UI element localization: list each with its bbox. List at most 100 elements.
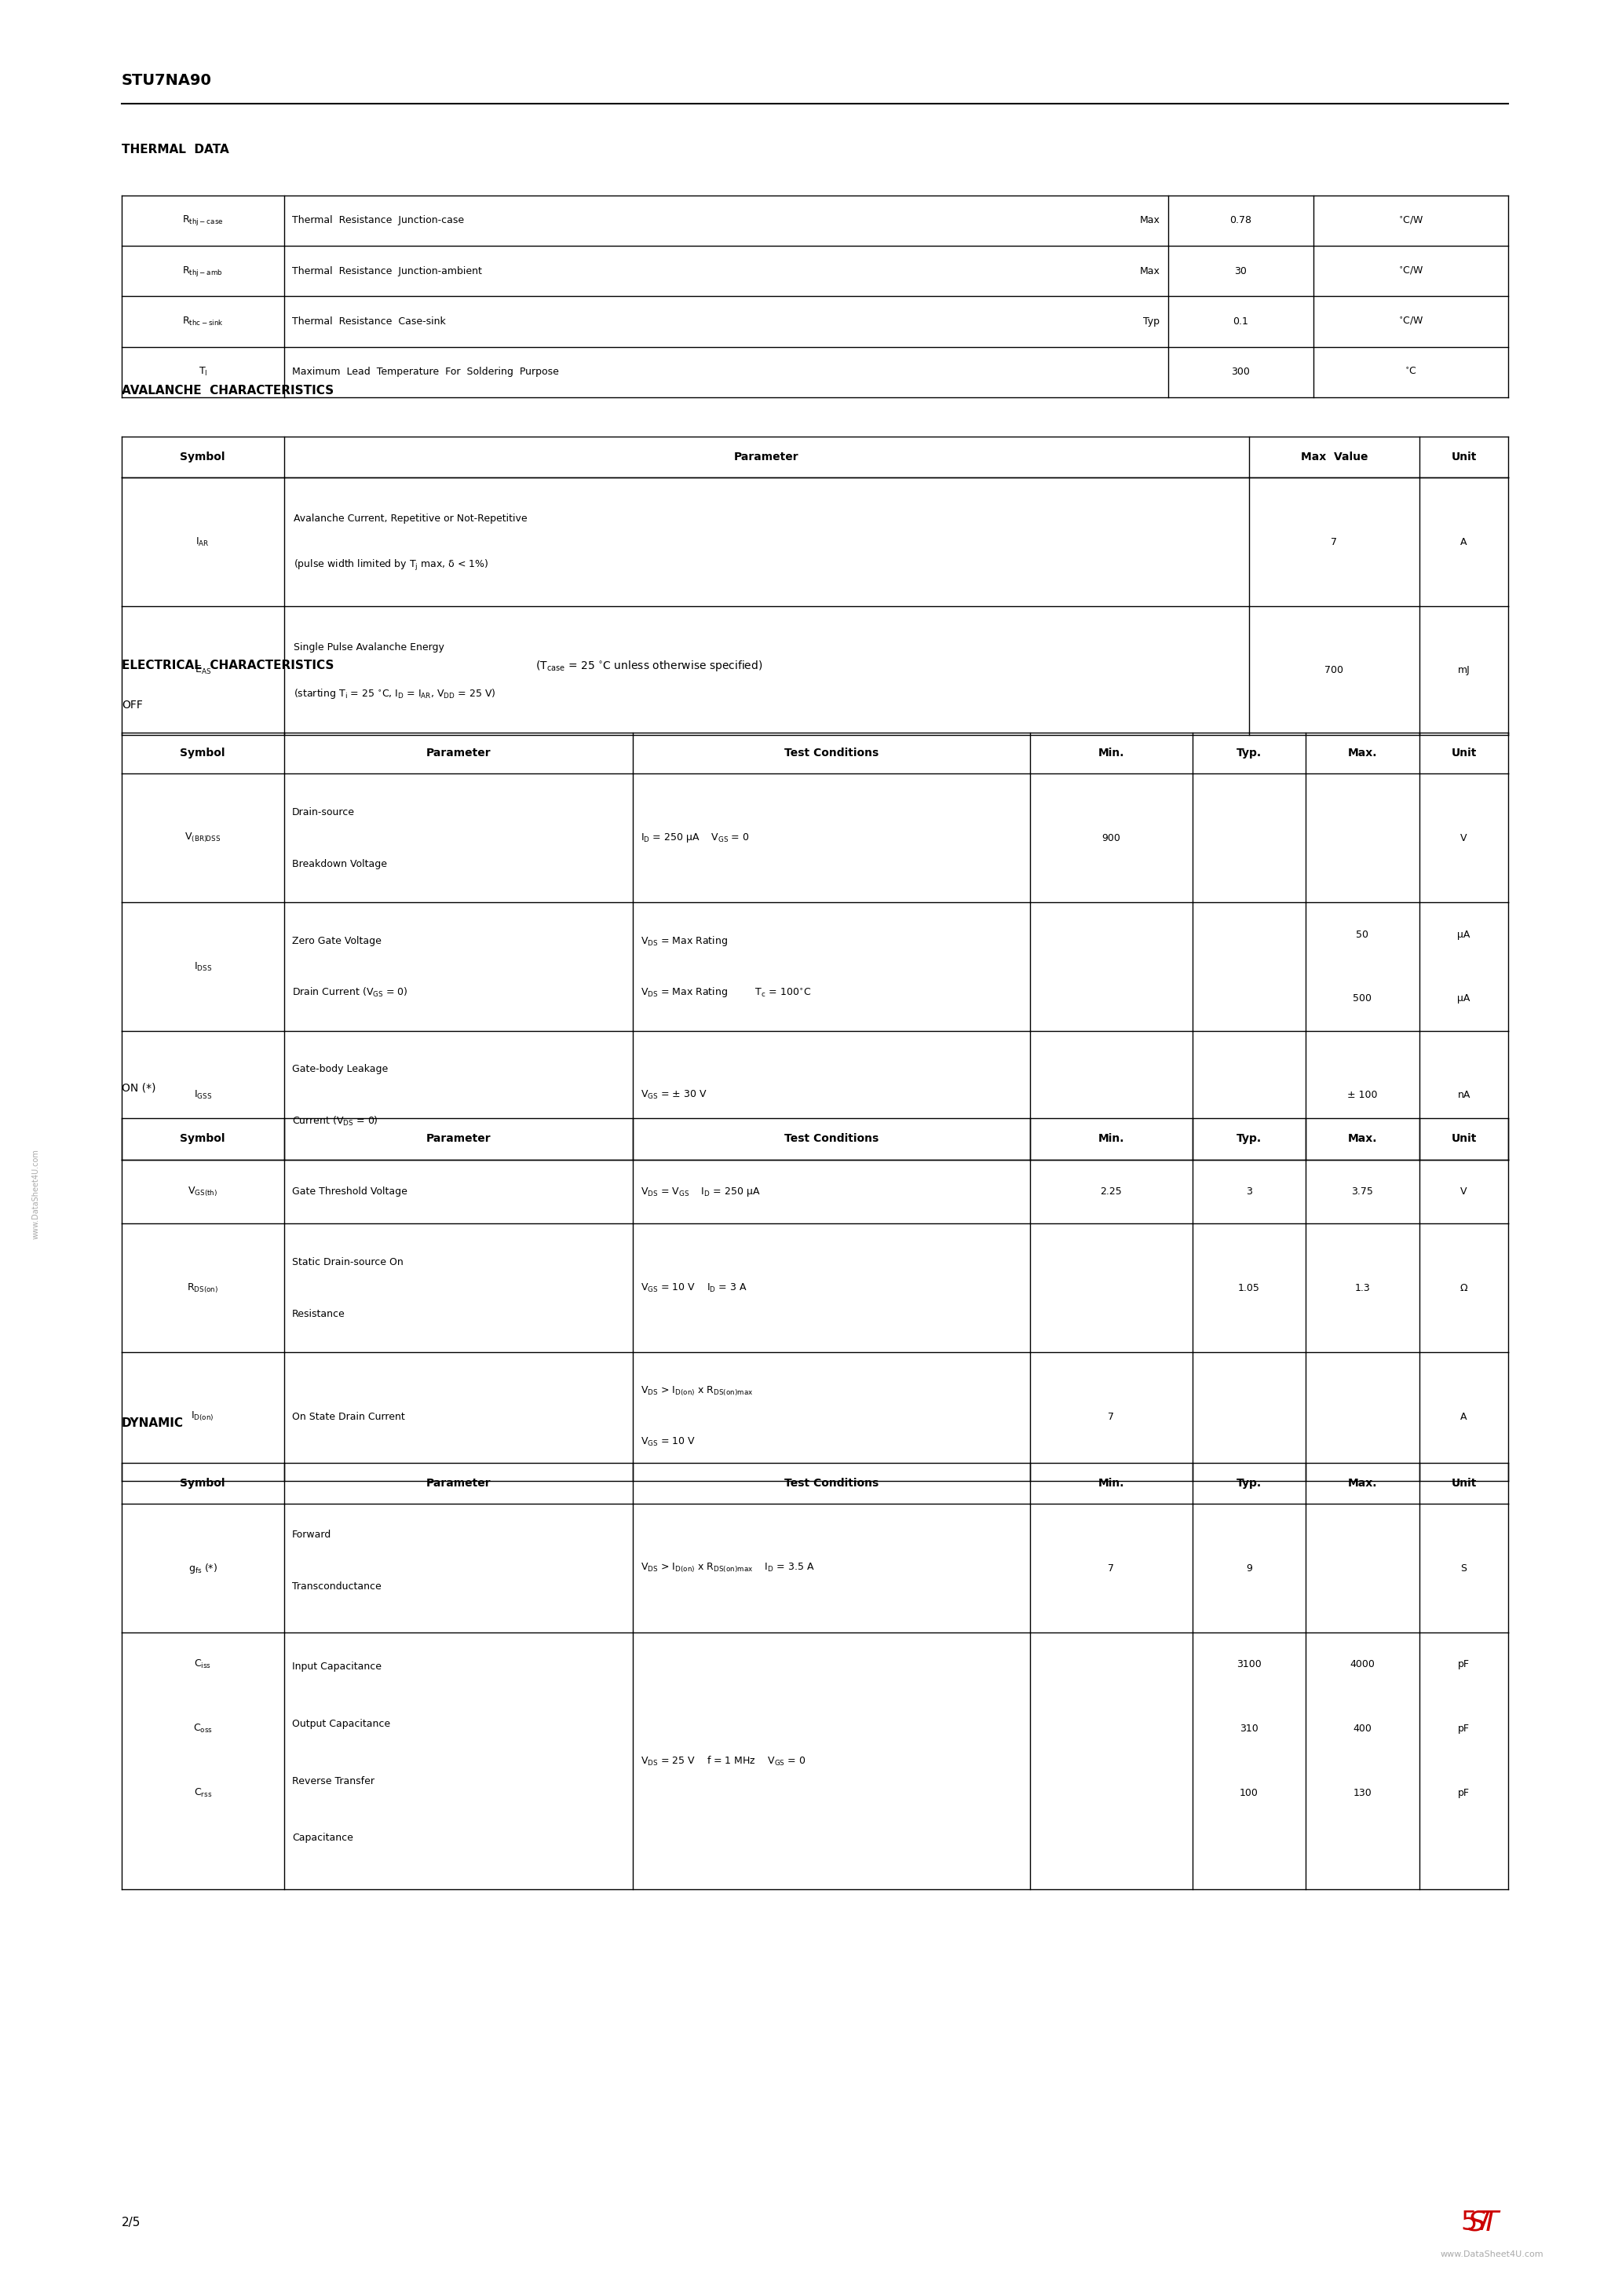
- Text: $^{\circ}$C/W: $^{\circ}$C/W: [1398, 317, 1424, 326]
- Text: AVALANCHE  CHARACTERISTICS: AVALANCHE CHARACTERISTICS: [122, 383, 334, 397]
- Text: C$_{\mathrm{rss}}$: C$_{\mathrm{rss}}$: [193, 1786, 212, 1800]
- Text: ON (*): ON (*): [122, 1084, 156, 1093]
- Text: Breakdown Voltage: Breakdown Voltage: [292, 859, 388, 868]
- Text: V$_{\mathrm{(BR)DSS}}$: V$_{\mathrm{(BR)DSS}}$: [185, 831, 221, 845]
- Text: www.DataSheet4U.com: www.DataSheet4U.com: [32, 1148, 39, 1240]
- Text: Symbol: Symbol: [180, 748, 225, 758]
- Text: 9: 9: [1246, 1564, 1252, 1573]
- Text: 3.75: 3.75: [1351, 1187, 1374, 1196]
- Text: E$_{\mathrm{AS}}$: E$_{\mathrm{AS}}$: [195, 664, 211, 677]
- Text: 900: 900: [1101, 833, 1121, 843]
- Text: C$_{\mathrm{oss}}$: C$_{\mathrm{oss}}$: [193, 1722, 212, 1736]
- Text: 3: 3: [1246, 1187, 1252, 1196]
- Text: Parameter: Parameter: [427, 1134, 490, 1143]
- Text: Max.: Max.: [1348, 1134, 1377, 1143]
- Text: Reverse Transfer: Reverse Transfer: [292, 1775, 375, 1786]
- Text: V$_{\mathrm{DS}}$ = V$_{\mathrm{GS}}$    I$_{\mathrm{D}}$ = 250 μA: V$_{\mathrm{DS}}$ = V$_{\mathrm{GS}}$ I$…: [641, 1185, 761, 1199]
- Text: Drain Current (V$_{\mathrm{GS}}$ = 0): Drain Current (V$_{\mathrm{GS}}$ = 0): [292, 985, 407, 999]
- Text: 300: 300: [1231, 367, 1251, 377]
- Text: Symbol: Symbol: [180, 1134, 225, 1143]
- Text: 7: 7: [1108, 1564, 1114, 1573]
- Text: Output Capacitance: Output Capacitance: [292, 1720, 391, 1729]
- Text: 1.05: 1.05: [1238, 1283, 1260, 1293]
- Text: I$_{\mathrm{GSS}}$: I$_{\mathrm{GSS}}$: [193, 1088, 212, 1102]
- Text: V$_{\mathrm{DS}}$ > I$_{\mathrm{D(on)}}$ x R$_{\mathrm{DS(on)max}}$: V$_{\mathrm{DS}}$ > I$_{\mathrm{D(on)}}$…: [641, 1384, 753, 1398]
- Text: V$_{\mathrm{DS}}$ = Max Rating: V$_{\mathrm{DS}}$ = Max Rating: [641, 934, 728, 948]
- Text: Maximum  Lead  Temperature  For  Soldering  Purpose: Maximum Lead Temperature For Soldering P…: [292, 367, 560, 377]
- Text: Resistance: Resistance: [292, 1309, 345, 1318]
- Text: 50: 50: [1356, 930, 1369, 939]
- Text: V: V: [1460, 1187, 1468, 1196]
- Text: μA: μA: [1458, 930, 1470, 939]
- Text: V$_{\mathrm{DS}}$ > I$_{\mathrm{D(on)}}$ x R$_{\mathrm{DS(on)max}}$    I$_{\math: V$_{\mathrm{DS}}$ > I$_{\mathrm{D(on)}}$…: [641, 1561, 814, 1575]
- Text: 4000: 4000: [1350, 1660, 1375, 1669]
- Text: Ω: Ω: [1460, 1283, 1468, 1293]
- Text: nA: nA: [1458, 1091, 1470, 1100]
- Text: Test Conditions: Test Conditions: [783, 1134, 879, 1143]
- Text: Test Conditions: Test Conditions: [783, 748, 879, 758]
- Text: I$_{\mathrm{D(on)}}$: I$_{\mathrm{D(on)}}$: [191, 1410, 214, 1424]
- Text: Capacitance: Capacitance: [292, 1832, 354, 1844]
- Text: Parameter: Parameter: [735, 452, 798, 461]
- Text: V$_{\mathrm{GS(th)}}$: V$_{\mathrm{GS(th)}}$: [188, 1185, 217, 1199]
- Text: ± 100: ± 100: [1348, 1091, 1377, 1100]
- Text: V$_{\mathrm{GS}}$ = 10 V    I$_{\mathrm{D}}$ = 3 A: V$_{\mathrm{GS}}$ = 10 V I$_{\mathrm{D}}…: [641, 1281, 748, 1295]
- Text: Zero Gate Voltage: Zero Gate Voltage: [292, 937, 381, 946]
- Text: $\it{S\!T}$: $\it{S\!T}$: [1466, 2209, 1502, 2236]
- Text: 2/5: 2/5: [122, 2216, 141, 2229]
- Text: 310: 310: [1239, 1724, 1259, 1733]
- Text: Min.: Min.: [1098, 1479, 1124, 1488]
- Text: (T$_{\mathrm{case}}$ = 25 $^{\circ}$C unless otherwise specified): (T$_{\mathrm{case}}$ = 25 $^{\circ}$C un…: [535, 659, 762, 673]
- Text: Max.: Max.: [1348, 748, 1377, 758]
- Text: 0.78: 0.78: [1229, 216, 1252, 225]
- Text: (pulse width limited by T$_{\mathrm{j}}$ max, δ < 1%): (pulse width limited by T$_{\mathrm{j}}$…: [294, 558, 488, 572]
- Text: 30: 30: [1234, 266, 1247, 276]
- Text: Unit: Unit: [1452, 748, 1476, 758]
- Text: ELECTRICAL  CHARACTERISTICS: ELECTRICAL CHARACTERISTICS: [122, 659, 334, 673]
- Text: Thermal  Resistance  Junction-case: Thermal Resistance Junction-case: [292, 216, 464, 225]
- Text: $\mathbf{\mathit{57}}$: $\mathbf{\mathit{57}}$: [1461, 2209, 1491, 2236]
- Text: 7: 7: [1332, 537, 1337, 546]
- Text: A: A: [1460, 537, 1468, 546]
- Text: Unit: Unit: [1452, 1134, 1476, 1143]
- Text: STU7NA90: STU7NA90: [122, 73, 212, 87]
- Text: 100: 100: [1239, 1789, 1259, 1798]
- Text: mJ: mJ: [1458, 666, 1470, 675]
- Text: Typ.: Typ.: [1236, 1479, 1262, 1488]
- Text: Symbol: Symbol: [180, 452, 225, 461]
- Text: 0.1: 0.1: [1233, 317, 1249, 326]
- Text: Unit: Unit: [1452, 452, 1476, 461]
- Text: Max: Max: [1139, 266, 1160, 276]
- Text: $^{\circ}$C/W: $^{\circ}$C/W: [1398, 216, 1424, 225]
- Text: Forward: Forward: [292, 1529, 331, 1541]
- Text: 400: 400: [1353, 1724, 1372, 1733]
- Text: Gate-body Leakage: Gate-body Leakage: [292, 1065, 388, 1075]
- Text: Unit: Unit: [1452, 1479, 1476, 1488]
- Text: R$_{\mathrm{thc-sink}}$: R$_{\mathrm{thc-sink}}$: [182, 315, 224, 328]
- Text: 1.3: 1.3: [1354, 1283, 1371, 1293]
- Text: V$_{\mathrm{GS}}$ = 10 V: V$_{\mathrm{GS}}$ = 10 V: [641, 1437, 696, 1449]
- Text: Drain-source: Drain-source: [292, 808, 355, 817]
- Text: 3100: 3100: [1236, 1660, 1262, 1669]
- Text: pF: pF: [1458, 1660, 1470, 1669]
- Text: V: V: [1460, 833, 1468, 843]
- Text: A: A: [1460, 1412, 1468, 1421]
- Text: R$_{\mathrm{thj-case}}$: R$_{\mathrm{thj-case}}$: [182, 214, 224, 227]
- Text: On State Drain Current: On State Drain Current: [292, 1412, 406, 1421]
- Text: S: S: [1461, 1564, 1466, 1573]
- Text: I$_{\mathrm{AR}}$: I$_{\mathrm{AR}}$: [196, 535, 209, 549]
- Text: Thermal  Resistance  Case-sink: Thermal Resistance Case-sink: [292, 317, 446, 326]
- Text: Symbol: Symbol: [180, 1479, 225, 1488]
- Text: 700: 700: [1325, 666, 1343, 675]
- Text: 130: 130: [1353, 1789, 1372, 1798]
- Text: Typ: Typ: [1144, 317, 1160, 326]
- Text: $^{\circ}$C/W: $^{\circ}$C/W: [1398, 266, 1424, 276]
- Text: Max.: Max.: [1348, 1479, 1377, 1488]
- Text: C$_{\mathrm{iss}}$: C$_{\mathrm{iss}}$: [195, 1658, 211, 1671]
- Text: Transconductance: Transconductance: [292, 1582, 381, 1591]
- Text: I$_{\mathrm{D}}$ = 250 μA    V$_{\mathrm{GS}}$ = 0: I$_{\mathrm{D}}$ = 250 μA V$_{\mathrm{GS…: [641, 831, 749, 845]
- Text: V$_{\mathrm{DS}}$ = Max Rating         T$_{\mathrm{c}}$ = 100$^{\circ}$C: V$_{\mathrm{DS}}$ = Max Rating T$_{\math…: [641, 985, 811, 999]
- Text: DYNAMIC: DYNAMIC: [122, 1417, 183, 1430]
- Text: Parameter: Parameter: [427, 1479, 490, 1488]
- Text: Max: Max: [1139, 216, 1160, 225]
